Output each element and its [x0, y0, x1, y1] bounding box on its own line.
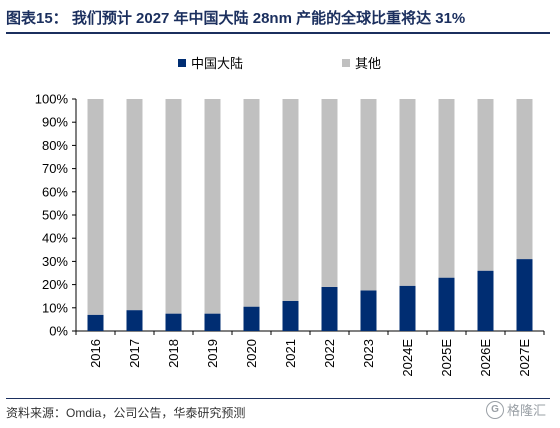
bar-china	[282, 300, 299, 331]
watermark: G 格隆汇	[485, 400, 546, 419]
y-tick-label: 40%	[42, 231, 68, 246]
legend-swatch-0	[178, 59, 186, 67]
y-tick-label: 60%	[42, 184, 68, 199]
y-tick-label: 50%	[42, 208, 68, 223]
bar-china	[243, 306, 260, 331]
bar-china	[360, 290, 377, 331]
bar-other	[321, 99, 338, 287]
bar-china	[204, 313, 221, 331]
title-bar: 图表15： 我们预计 2027 年中国大陆 28nm 产能的全球比重将达 31%	[6, 4, 550, 34]
bar-other	[399, 99, 416, 286]
x-tick-label: 2019	[205, 339, 220, 368]
x-tick-label: 2018	[166, 339, 181, 368]
x-tick-label: 2022	[322, 339, 337, 368]
y-tick-label: 70%	[42, 161, 68, 176]
bar-china	[321, 286, 338, 331]
bar-other	[204, 99, 221, 314]
bar-china	[438, 277, 455, 331]
legend-swatch-1	[342, 59, 350, 67]
bar-china	[165, 313, 182, 331]
bar-other	[126, 99, 143, 311]
watermark-text: 格隆汇	[506, 403, 546, 418]
bar-china	[399, 285, 416, 331]
y-tick-label: 20%	[42, 277, 68, 292]
watermark-logo-icon: G	[485, 400, 504, 419]
x-tick-label: 2026E	[478, 339, 493, 377]
y-tick-label: 30%	[42, 254, 68, 269]
bar-china	[477, 270, 494, 331]
legend-label-0: 中国大陆	[191, 56, 243, 71]
x-tick-label: 2025E	[439, 339, 454, 377]
y-tick-label: 10%	[42, 300, 68, 315]
y-tick-label: 90%	[42, 115, 68, 130]
y-tick-label: 0%	[49, 324, 68, 339]
x-tick-label: 2021	[283, 339, 298, 368]
x-tick-label: 2017	[127, 339, 142, 368]
x-tick-label: 2027E	[517, 339, 532, 377]
bar-china	[87, 314, 104, 331]
x-tick-label: 2024E	[400, 339, 415, 377]
source-bar: 资料来源：Omdia，公司公告，华泰研究预测 G 格隆汇	[6, 398, 550, 423]
bar-other	[243, 99, 260, 307]
bar-other	[360, 99, 377, 291]
bar-other	[87, 99, 104, 315]
bar-china	[126, 310, 143, 331]
bar-other	[516, 99, 533, 260]
bar-other	[282, 99, 299, 301]
bar-other	[165, 99, 182, 314]
source-note: 资料来源：Omdia，公司公告，华泰研究预测	[6, 406, 246, 420]
bar-other	[477, 99, 494, 271]
x-tick-label: 2020	[244, 339, 259, 368]
legend-label-1: 其他	[355, 56, 381, 71]
page-title: 图表15： 我们预计 2027 年中国大陆 28nm 产能的全球比重将达 31%	[6, 10, 466, 27]
y-tick-label: 100%	[35, 92, 69, 107]
x-tick-label: 2023	[361, 339, 376, 368]
x-tick-label: 2016	[88, 339, 103, 368]
bar-china	[516, 259, 533, 331]
y-tick-label: 80%	[42, 138, 68, 153]
bar-other	[438, 99, 455, 278]
